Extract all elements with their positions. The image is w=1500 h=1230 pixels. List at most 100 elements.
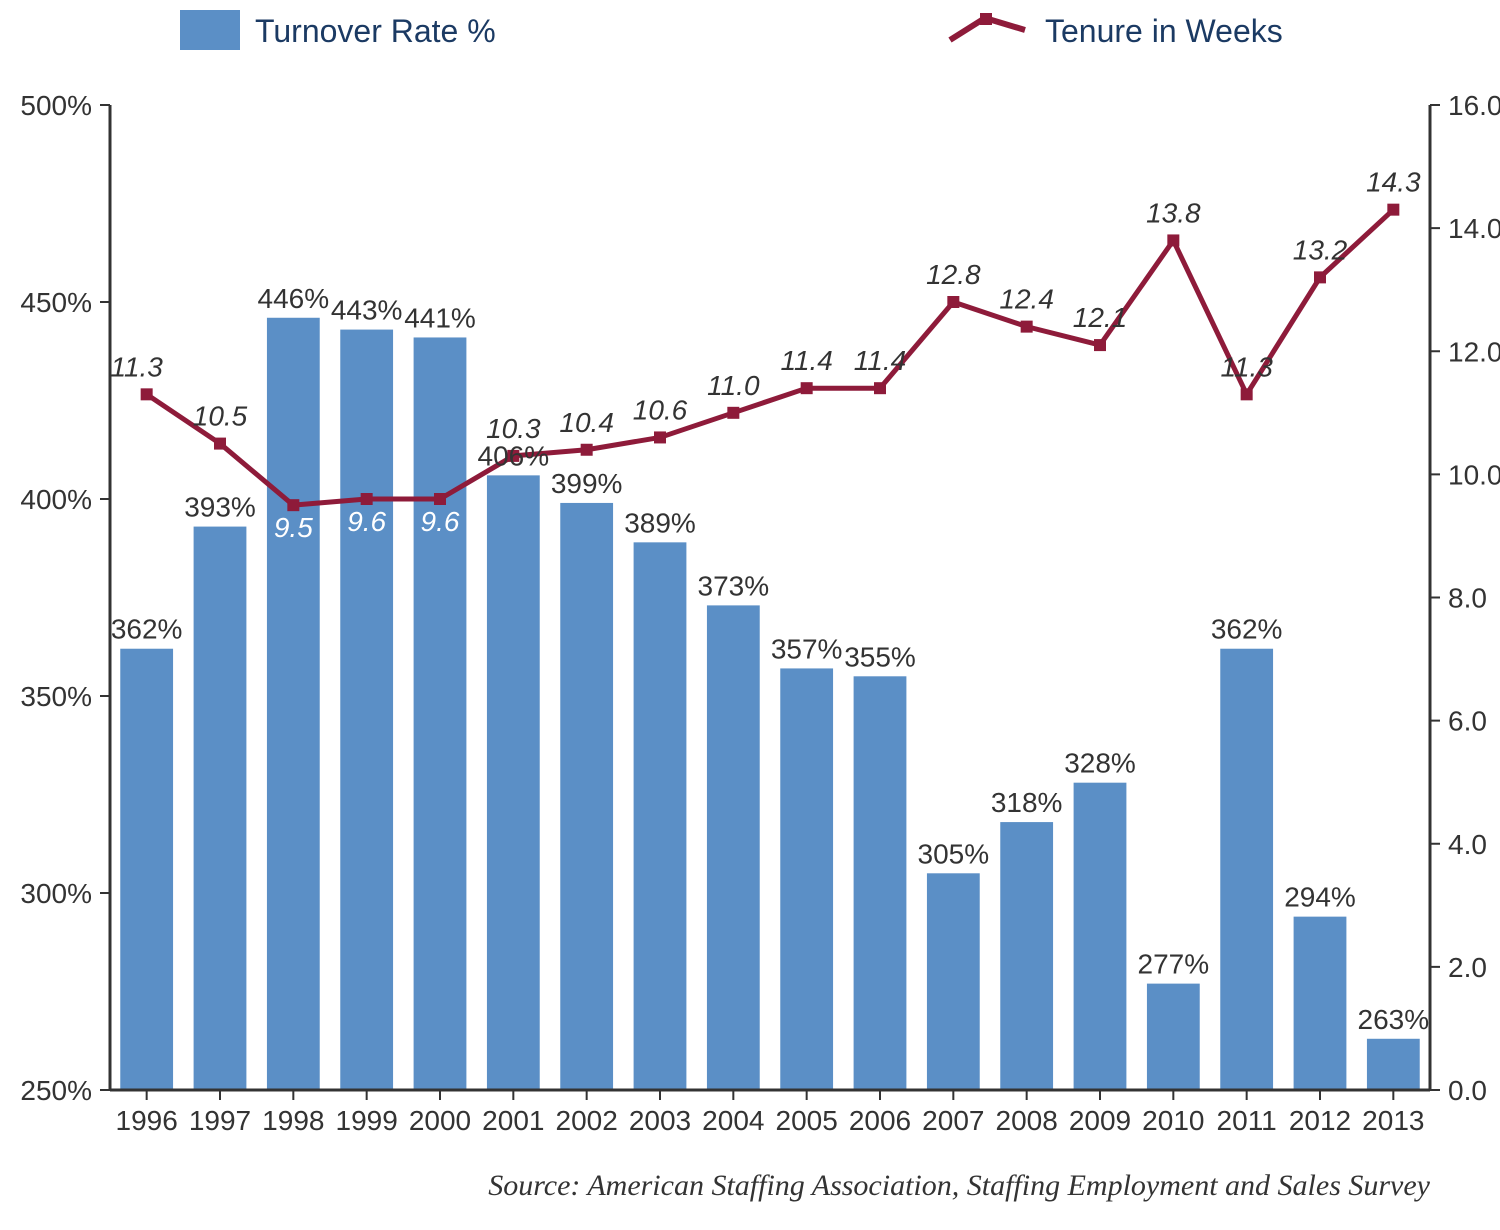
- x-tick-label: 1998: [262, 1105, 324, 1136]
- line-marker: [874, 382, 886, 394]
- bar-value-label: 362%: [1211, 614, 1283, 645]
- x-tick-label: 2004: [702, 1105, 764, 1136]
- y-right-tick-label: 6.0: [1448, 706, 1487, 737]
- bar: [1074, 783, 1127, 1090]
- y-left-tick-label: 500%: [20, 90, 92, 121]
- y-right-tick-label: 10.0: [1448, 459, 1500, 490]
- x-tick-label: 2012: [1289, 1105, 1351, 1136]
- line-value-label: 11.3: [1220, 351, 1273, 382]
- x-tick-label: 2011: [1217, 1105, 1277, 1136]
- bar-value-label: 441%: [404, 302, 476, 333]
- line-value-label: 14.3: [1366, 167, 1421, 198]
- y-right-tick-label: 8.0: [1448, 583, 1487, 614]
- chart-svg: Turnover Rate % Tenure in Weeks 250% 300% 35…: [0, 0, 1500, 1230]
- line-value-label: 9.5: [274, 512, 313, 543]
- bar-value-label: 305%: [918, 838, 990, 869]
- bar: [634, 542, 687, 1090]
- line-value-label: 11.4: [854, 345, 906, 376]
- bar: [267, 318, 320, 1090]
- legend-bar-label: Turnover Rate %: [255, 13, 496, 49]
- bar-value-label: 399%: [551, 468, 623, 499]
- line-marker: [1241, 388, 1253, 400]
- x-tick-label: 2002: [556, 1105, 618, 1136]
- line-value-label: 10.3: [486, 413, 541, 444]
- y-right-tick-label: 2.0: [1448, 952, 1487, 983]
- x-tick-label: 1999: [336, 1105, 398, 1136]
- bar: [194, 527, 247, 1090]
- x-tick-label: 2010: [1142, 1105, 1204, 1136]
- bar: [487, 475, 540, 1090]
- x-tick-label: 2007: [922, 1105, 984, 1136]
- bar: [1000, 822, 1053, 1090]
- x-tick-label: 1997: [189, 1105, 251, 1136]
- line-value-label: 10.4: [559, 407, 614, 438]
- bar-value-label: 393%: [184, 492, 256, 523]
- bar: [1147, 984, 1200, 1090]
- bar-value-label: 443%: [331, 295, 403, 326]
- source-citation: Source: American Staffing Association, S…: [488, 1169, 1430, 1202]
- line-marker: [727, 407, 739, 419]
- line-value-label: 11.0: [707, 370, 760, 401]
- y-right-tick-label: 0.0: [1448, 1075, 1487, 1106]
- legend-line-marker: [980, 13, 992, 25]
- line-marker: [1094, 339, 1106, 351]
- bar: [1220, 649, 1273, 1090]
- bar-value-label: 362%: [111, 614, 183, 645]
- bar: [927, 873, 980, 1090]
- y-right-tick-label: 14.0: [1448, 213, 1500, 244]
- y-left-tick-label: 250%: [20, 1075, 92, 1106]
- line-marker: [141, 388, 153, 400]
- line-value-label: 9.6: [421, 506, 460, 537]
- bar-value-label: 294%: [1284, 882, 1356, 913]
- bar: [780, 668, 833, 1090]
- y-right-tick-label: 4.0: [1448, 829, 1487, 860]
- y-left-tick-label: 300%: [20, 878, 92, 909]
- bar: [560, 503, 613, 1090]
- line-value-label: 12.4: [999, 284, 1054, 315]
- bar-value-label: 389%: [624, 507, 696, 538]
- x-tick-label: 2009: [1069, 1105, 1131, 1136]
- bar: [120, 649, 173, 1090]
- y-right-tick-label: 12.0: [1448, 336, 1500, 367]
- x-tick-label: 2003: [629, 1105, 691, 1136]
- bar-value-label: 355%: [844, 641, 916, 672]
- y-left-tick-label: 350%: [20, 681, 92, 712]
- line-value-label: 11.4: [780, 345, 832, 376]
- line-marker: [654, 431, 666, 443]
- chart-container: Turnover Rate % Tenure in Weeks 250% 300% 35…: [0, 0, 1500, 1230]
- bar-value-label: 263%: [1358, 1004, 1430, 1035]
- bar: [1294, 917, 1347, 1090]
- bar-value-label: 318%: [991, 787, 1063, 818]
- bar-value-label: 277%: [1138, 949, 1210, 980]
- x-tick-label: 2005: [776, 1105, 838, 1136]
- bar-value-label: 446%: [258, 283, 330, 314]
- line-marker: [581, 444, 593, 456]
- y-right-tick-label: 16.0: [1448, 90, 1500, 121]
- legend-bar-swatch: [180, 10, 240, 50]
- bar: [414, 337, 467, 1090]
- line-marker: [1167, 234, 1179, 246]
- line-value-label: 13.2: [1293, 234, 1348, 265]
- line-marker: [1387, 204, 1399, 216]
- line-value-label: 10.6: [633, 394, 688, 425]
- line-value-label: 10.5: [193, 401, 248, 432]
- bar-value-label: 328%: [1064, 748, 1136, 779]
- legend-line-label: Tenure in Weeks: [1045, 13, 1283, 49]
- x-tick-label: 1996: [116, 1105, 178, 1136]
- line-marker: [1021, 321, 1033, 333]
- y-left-tick-label: 400%: [20, 484, 92, 515]
- y-left-tick-label: 450%: [20, 287, 92, 318]
- bar-value-label: 357%: [771, 633, 843, 664]
- x-tick-label: 2013: [1362, 1105, 1424, 1136]
- x-tick-label: 2008: [996, 1105, 1058, 1136]
- x-tick-label: 2006: [849, 1105, 911, 1136]
- line-value-label: 13.8: [1146, 197, 1201, 228]
- line-value-label: 12.1: [1073, 302, 1128, 333]
- bar: [340, 330, 393, 1090]
- line-marker: [434, 493, 446, 505]
- line-value-label: 12.8: [926, 259, 981, 290]
- bar-value-label: 373%: [698, 570, 770, 601]
- line-marker: [214, 438, 226, 450]
- line-marker: [801, 382, 813, 394]
- line-value-label: 9.6: [347, 506, 386, 537]
